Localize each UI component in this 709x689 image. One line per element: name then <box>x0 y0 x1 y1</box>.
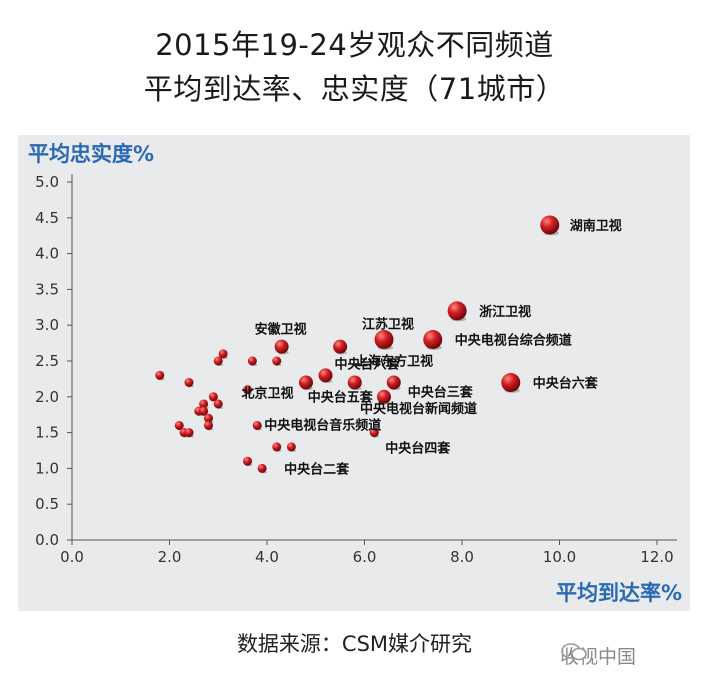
data-point <box>199 399 209 409</box>
data-point <box>318 368 333 383</box>
x-tick-label: 12.0 <box>640 548 673 566</box>
point-label: 中央台二套 <box>284 461 350 477</box>
point-label: 中央台八套 <box>335 356 401 372</box>
y-tick-label: 0.0 <box>35 531 59 549</box>
y-tick-label: 5.0 <box>35 173 59 191</box>
data-point <box>274 339 289 354</box>
data-point <box>184 428 194 438</box>
x-tick-label: 2.0 <box>158 548 182 566</box>
data-point <box>184 377 194 387</box>
data-point <box>447 301 467 321</box>
data-point <box>208 392 218 402</box>
data-point <box>243 456 252 466</box>
y-tick-label: 3.5 <box>35 280 59 298</box>
data-point <box>501 372 521 392</box>
source-note: 数据来源：CSM媒介研究 <box>236 632 473 656</box>
point-label: 中央台五套 <box>308 389 374 405</box>
data-point <box>213 399 223 409</box>
data-point <box>347 375 362 390</box>
data-point <box>252 420 262 430</box>
data-point <box>243 385 252 395</box>
point-label: 中央台四套 <box>385 441 451 457</box>
data-point <box>247 356 257 366</box>
wechat-icon <box>561 643 587 661</box>
plot-panel <box>18 135 690 611</box>
point-label: 上海东方卫视 <box>355 354 433 370</box>
data-point <box>174 420 184 430</box>
data-point <box>199 406 209 416</box>
chart-title-line1: 2015年19-24岁观众不同频道 <box>155 28 554 62</box>
data-point <box>257 463 267 473</box>
point-label: 中央电视台新闻频道 <box>360 401 477 417</box>
data-point <box>369 428 379 438</box>
data-point <box>272 442 282 452</box>
chart-title-line2: 平均到达率、忠实度（71城市） <box>143 72 566 106</box>
data-point <box>218 349 228 359</box>
y-tick-label: 1.0 <box>35 459 59 477</box>
x-tick-label: 0.0 <box>60 548 84 566</box>
data-point <box>377 389 391 404</box>
data-point <box>204 413 213 423</box>
data-point <box>204 420 213 430</box>
y-tick-label: 2.5 <box>35 352 59 370</box>
x-tick-label: 10.0 <box>543 548 576 566</box>
y-tick-label: 4.5 <box>35 209 59 227</box>
data-point <box>374 330 394 350</box>
data-point <box>386 375 401 390</box>
data-point <box>272 356 282 366</box>
point-label: 安徽卫视 <box>255 322 307 338</box>
point-label: 江苏卫视 <box>362 317 414 333</box>
data-point <box>286 442 296 452</box>
watermark: 收视中国 <box>560 642 636 669</box>
data-point <box>155 370 165 380</box>
point-label: 中央电视台综合频道 <box>455 333 572 349</box>
y-tick-label: 3.0 <box>35 316 59 334</box>
point-label: 中央电视台音乐频道 <box>264 417 381 433</box>
x-tick-label: 8.0 <box>450 548 474 566</box>
y-tick-label: 0.5 <box>35 495 59 513</box>
point-label: 北京卫视 <box>242 386 294 402</box>
point-label: 中央台六套 <box>533 375 599 391</box>
data-point <box>540 215 560 235</box>
y-axis-title: 平均忠实度% <box>28 142 154 166</box>
data-point <box>333 339 348 354</box>
point-label: 浙江卫视 <box>479 304 531 320</box>
y-tick-label: 2.0 <box>35 388 59 406</box>
x-axis-title: 平均到达率% <box>556 581 682 605</box>
y-tick-label: 1.5 <box>35 424 59 442</box>
x-tick-label: 6.0 <box>353 548 377 566</box>
y-tick-label: 4.0 <box>35 245 59 263</box>
data-point <box>213 356 223 366</box>
data-point <box>299 375 313 390</box>
x-tick-label: 4.0 <box>255 548 279 566</box>
point-label: 中央台三套 <box>408 384 474 400</box>
point-label: 湖南卫视 <box>570 218 622 234</box>
data-point <box>423 330 443 350</box>
